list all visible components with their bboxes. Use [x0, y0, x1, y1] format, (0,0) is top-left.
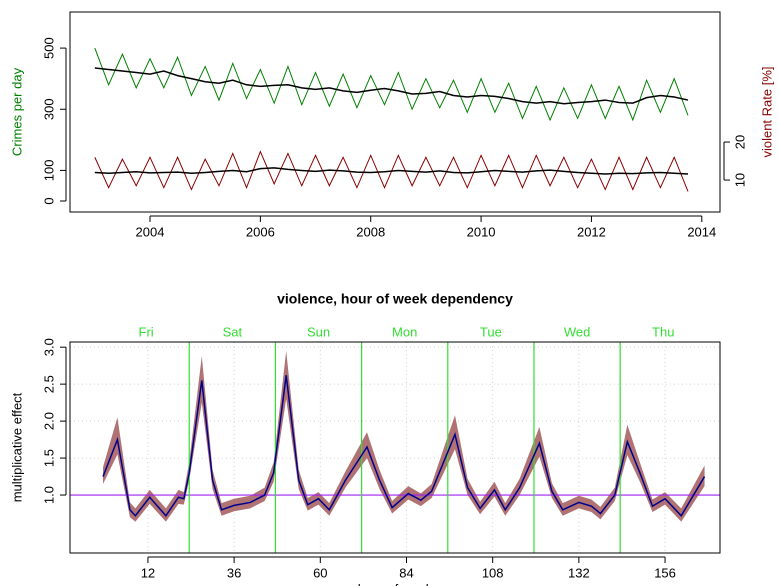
y-tick-label: 3.0	[41, 338, 56, 356]
y-tick-label: 100	[41, 160, 56, 182]
day-label: Thu	[652, 324, 674, 339]
day-label: Fri	[139, 324, 154, 339]
x-tick-label: 132	[568, 565, 590, 580]
x-tick-label: 2006	[246, 224, 275, 239]
y-tick-label: 2.5	[41, 375, 56, 393]
day-label: Sat	[223, 324, 243, 339]
series-line	[94, 47, 689, 122]
x-tick-label: 2008	[356, 224, 385, 239]
y-tick-label: 1.0	[41, 486, 56, 504]
plot-frame	[69, 341, 721, 554]
series-line	[94, 167, 689, 175]
x-tick-label: 2010	[467, 224, 496, 239]
y2-tick-label: 20	[732, 135, 747, 149]
chart-title: violence, hour of week dependency	[277, 291, 513, 307]
x-tick-label: 2012	[577, 224, 606, 239]
y-tick-label: 500	[41, 37, 56, 59]
y-tick-label: 0	[41, 197, 56, 204]
x-tick-label: 2014	[687, 224, 716, 239]
x-tick-label: 36	[227, 565, 241, 580]
x-tick-label: 108	[482, 565, 504, 580]
y2-tick-label: 10	[732, 173, 747, 187]
plot-frame	[69, 11, 721, 213]
x-tick-label: 156	[654, 565, 676, 580]
y-axis-label: Crimes per day	[9, 67, 24, 156]
x-tick-label: 84	[399, 565, 413, 580]
day-label: Tue	[480, 324, 502, 339]
x-tick-label: 12	[141, 565, 155, 580]
y-tick-label: 2.0	[41, 412, 56, 430]
x-axis-label: hour of week	[358, 581, 433, 586]
day-label: Sun	[307, 324, 330, 339]
x-tick-label: 2004	[136, 224, 165, 239]
y-tick-label: 300	[41, 98, 56, 120]
y-axis-label: multiplicative effect	[9, 392, 24, 502]
day-label: Wed	[564, 324, 591, 339]
y-tick-label: 1.5	[41, 449, 56, 467]
series-line	[102, 375, 706, 517]
y2-axis-label: violent Rate [%]	[759, 66, 774, 157]
x-tick-label: 60	[313, 565, 327, 580]
series-line	[94, 67, 689, 105]
day-label: Mon	[392, 324, 417, 339]
